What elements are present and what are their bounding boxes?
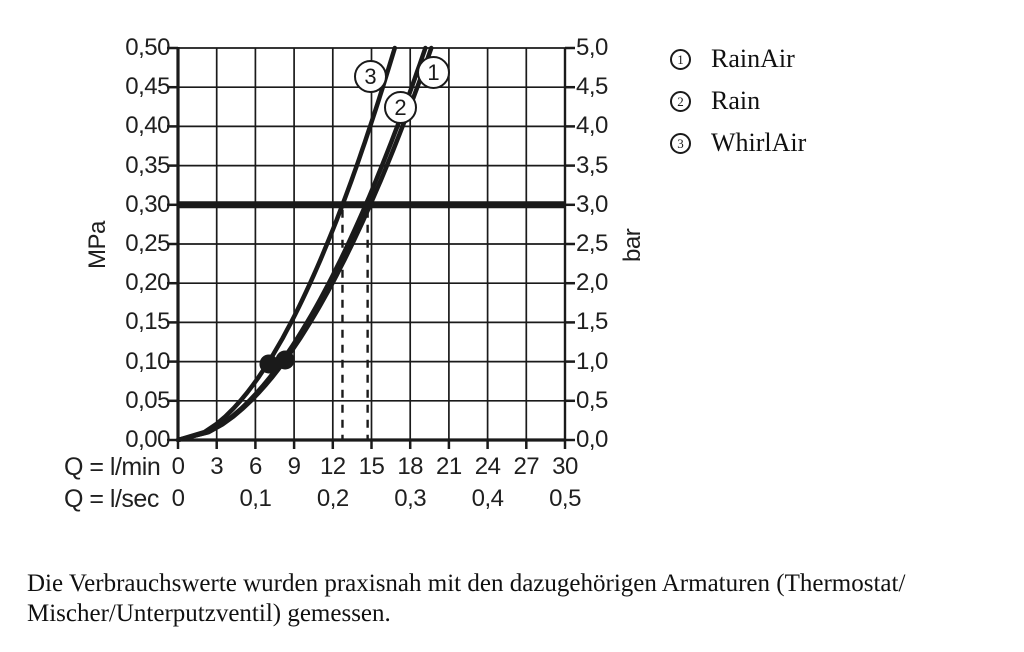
x-lmin-tick-21: 21 [436,453,462,480]
caption-line-1: Die Verbrauchswerte wurden praxisnah mit… [27,570,906,597]
y-right-tick-1,0: 1,0 [576,347,608,375]
x-lmin-tick-15: 15 [358,453,385,480]
y-axis-right-unit: bar [619,228,646,262]
x-lsec-tick-0,5: 0,5 [549,485,581,512]
legend-label-rainair: RainAir [711,44,795,73]
caption-line-2: Mischer/Unterputzventil) gemessen. [27,600,391,627]
curve-badge-whirlair: 3 [354,60,387,93]
legend-label-whirlair: WhirlAir [711,128,807,157]
legend-number-3-icon: 3 [670,132,691,154]
x-lmin-tick-3: 3 [210,453,224,480]
y-left-tick-0,20: 0,20 [125,269,170,297]
y-left-tick-0,10: 0,10 [125,347,170,375]
x-lsec-tick-0,2: 0,2 [316,485,349,512]
y-right-tick-3,0: 3,0 [576,190,608,218]
caption: Die Verbrauchswerte wurden praxisnah mit… [27,569,1017,629]
y-left-tick-0,00: 0,00 [125,426,170,453]
y-right-tick-0,0: 0,0 [576,426,608,453]
curve-badge-rain: 2 [384,91,417,124]
x-lmin-tick-12: 12 [319,453,346,480]
y-left-tick-0,40: 0,40 [125,112,170,140]
legend-item-rain: 2 Rain [670,80,806,122]
y-right-tick-1,5: 1,5 [576,308,608,336]
y-left-tick-0,35: 0,35 [125,151,170,179]
legend: 1 RainAir 2 Rain 3 WhirlAir [670,38,806,164]
x-lsec-tick-0,4: 0,4 [471,485,504,512]
legend-number-1-icon: 1 [670,48,691,70]
x-lsec-tick-0,3: 0,3 [394,485,427,512]
y-right-tick-4,0: 4,0 [576,112,608,140]
x-lsec-tick-0: 0 [171,485,185,512]
y-left-tick-0,15: 0,15 [125,308,170,336]
x-lmin-tick-24: 24 [474,453,501,480]
y-left-tick-0,25: 0,25 [125,230,170,257]
x-lmin-tick-18: 18 [397,453,424,480]
x-lmin-tick-27: 27 [513,453,540,480]
y-right-tick-0,5: 0,5 [576,386,608,414]
y-right-tick-2,0: 2,0 [576,269,608,297]
y-left-tick-0,05: 0,05 [125,386,170,414]
x-lmin-tick-9: 9 [287,453,301,480]
y-axis-left-unit: MPa [84,221,111,269]
curve-badge-rainair: 1 [417,56,450,89]
x-lmin-tick-0: 0 [171,453,185,480]
x-lmin-tick-6: 6 [248,453,262,480]
x-axis-primary-label: Q = l/min [64,453,161,481]
x-lmin-tick-30: 30 [552,453,578,480]
y-right-tick-4,5: 4,5 [576,73,608,101]
x-lsec-tick-0,1: 0,1 [239,485,272,512]
y-left-tick-0,45: 0,45 [125,73,170,101]
y-right-tick-5,0: 5,0 [576,34,608,61]
legend-item-whirlair: 3 WhirlAir [670,122,806,164]
y-left-tick-0,50: 0,50 [125,34,170,61]
y-left-tick-0,30: 0,30 [125,190,170,218]
y-right-tick-3,5: 3,5 [576,151,608,179]
y-right-tick-2,5: 2,5 [576,230,608,257]
legend-number-2-icon: 2 [670,90,691,112]
legend-label-rain: Rain [711,86,761,115]
x-axis-secondary-label: Q = l/sec [64,485,159,513]
legend-item-rainair: 1 RainAir [670,38,806,80]
